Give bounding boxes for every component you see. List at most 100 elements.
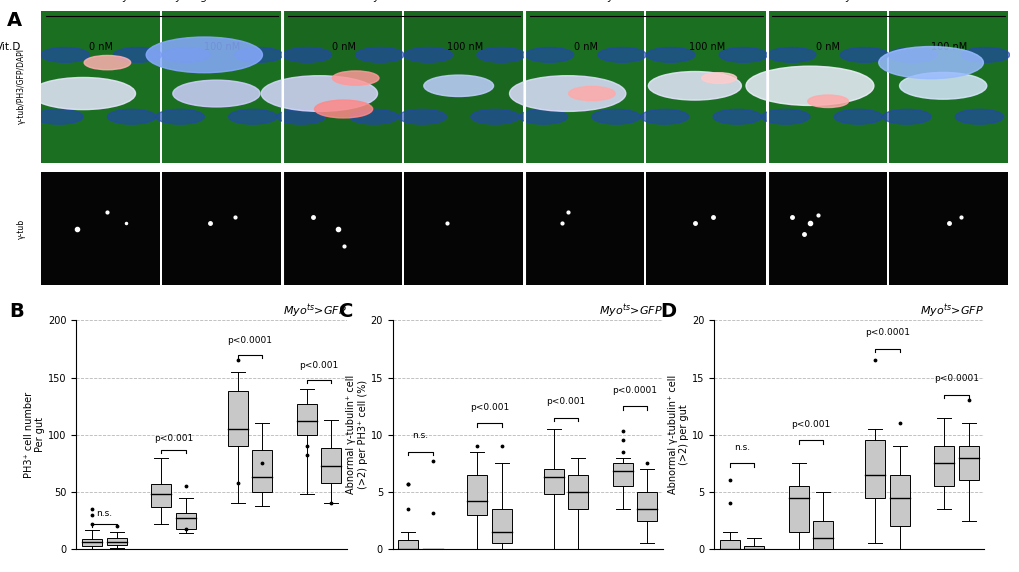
Bar	[543, 469, 564, 494]
Circle shape	[648, 72, 741, 100]
Text: 0 nM: 0 nM	[331, 42, 356, 52]
Text: n.s.: n.s.	[733, 443, 749, 452]
Circle shape	[807, 95, 848, 108]
Text: 100 nM: 100 nM	[204, 42, 240, 52]
Circle shape	[314, 100, 372, 118]
Circle shape	[646, 47, 694, 62]
Circle shape	[766, 47, 815, 62]
Circle shape	[597, 47, 646, 62]
Text: $Myo^{ts}$>$GFP$ old: $Myo^{ts}$>$GFP$ old	[365, 0, 443, 6]
Circle shape	[471, 109, 519, 124]
Bar	[252, 450, 272, 492]
Bar	[297, 404, 316, 435]
Circle shape	[525, 47, 574, 62]
Bar	[107, 538, 126, 545]
Y-axis label: PH3⁺ cell number
Per gut: PH3⁺ cell number Per gut	[23, 392, 46, 478]
Circle shape	[840, 47, 888, 62]
Circle shape	[332, 71, 379, 85]
Circle shape	[519, 109, 568, 124]
FancyBboxPatch shape	[888, 172, 1007, 285]
FancyBboxPatch shape	[646, 9, 765, 163]
Circle shape	[888, 47, 936, 62]
FancyBboxPatch shape	[525, 9, 644, 163]
Circle shape	[277, 109, 325, 124]
Circle shape	[397, 109, 446, 124]
Circle shape	[162, 47, 210, 62]
Text: p<0.0001: p<0.0001	[612, 386, 657, 395]
Text: A: A	[7, 11, 22, 30]
Text: 0 nM: 0 nM	[815, 42, 840, 52]
Text: C: C	[338, 302, 353, 321]
Text: γ-tub: γ-tub	[17, 219, 26, 239]
Circle shape	[423, 75, 493, 97]
Circle shape	[761, 109, 809, 124]
Circle shape	[510, 76, 626, 112]
Circle shape	[41, 47, 90, 62]
Text: p<0.0001: p<0.0001	[933, 374, 978, 383]
FancyBboxPatch shape	[404, 172, 523, 285]
Text: $Myo^{ts}$>$GFP$+$hr96Ri$: $Myo^{ts}$>$GFP$+$hr96Ri$	[837, 0, 940, 6]
Text: p<0.001: p<0.001	[470, 403, 508, 412]
Bar	[812, 521, 833, 549]
Bar	[175, 513, 196, 529]
Circle shape	[113, 47, 162, 62]
Bar	[151, 484, 171, 507]
FancyBboxPatch shape	[888, 9, 1007, 163]
Text: B: B	[9, 302, 23, 321]
Bar	[321, 448, 340, 483]
Circle shape	[591, 109, 640, 124]
Circle shape	[569, 86, 614, 101]
Circle shape	[31, 77, 136, 110]
Text: p<0.001: p<0.001	[299, 360, 338, 370]
FancyBboxPatch shape	[162, 9, 281, 163]
Bar	[889, 475, 909, 526]
Bar	[864, 440, 884, 498]
Text: γ-tub/PH3/GFP/DAPI: γ-tub/PH3/GFP/DAPI	[17, 48, 26, 124]
Text: n.s.: n.s.	[412, 431, 428, 440]
Circle shape	[107, 109, 156, 124]
FancyBboxPatch shape	[525, 172, 644, 285]
FancyBboxPatch shape	[41, 172, 160, 285]
FancyBboxPatch shape	[766, 172, 886, 285]
Circle shape	[356, 47, 404, 62]
Circle shape	[228, 109, 277, 124]
Y-axis label: Abnormal γ-tubulin⁺ cell
(>2) per gut: Abnormal γ-tubulin⁺ cell (>2) per gut	[666, 375, 689, 494]
Circle shape	[960, 47, 1009, 62]
Circle shape	[156, 109, 204, 124]
Bar	[958, 446, 977, 480]
Circle shape	[745, 66, 873, 105]
Circle shape	[283, 47, 331, 62]
Bar	[719, 540, 739, 549]
Bar	[933, 446, 953, 486]
Circle shape	[85, 55, 130, 70]
Circle shape	[404, 47, 452, 62]
FancyBboxPatch shape	[162, 172, 281, 285]
Circle shape	[350, 109, 397, 124]
Circle shape	[834, 109, 881, 124]
Circle shape	[640, 109, 688, 124]
Circle shape	[701, 73, 736, 84]
Bar	[612, 463, 632, 486]
Circle shape	[172, 80, 260, 107]
Circle shape	[477, 47, 525, 62]
Circle shape	[718, 47, 766, 62]
FancyBboxPatch shape	[283, 9, 401, 163]
Bar	[491, 509, 512, 543]
Bar	[83, 539, 102, 546]
Bar	[398, 540, 418, 549]
FancyBboxPatch shape	[283, 172, 401, 285]
Circle shape	[146, 37, 262, 73]
Circle shape	[955, 109, 1003, 124]
Text: p<0.001: p<0.001	[546, 397, 585, 406]
FancyBboxPatch shape	[646, 172, 765, 285]
Text: 100 nM: 100 nM	[688, 42, 725, 52]
FancyBboxPatch shape	[766, 9, 886, 163]
Text: 0 nM: 0 nM	[90, 42, 113, 52]
Text: 100 nM: 100 nM	[446, 42, 482, 52]
Bar	[467, 475, 487, 515]
Bar	[227, 391, 248, 446]
Circle shape	[712, 109, 761, 124]
Text: p<0.0001: p<0.0001	[864, 328, 909, 337]
Circle shape	[878, 46, 982, 79]
Text: p<0.001: p<0.001	[791, 420, 829, 429]
